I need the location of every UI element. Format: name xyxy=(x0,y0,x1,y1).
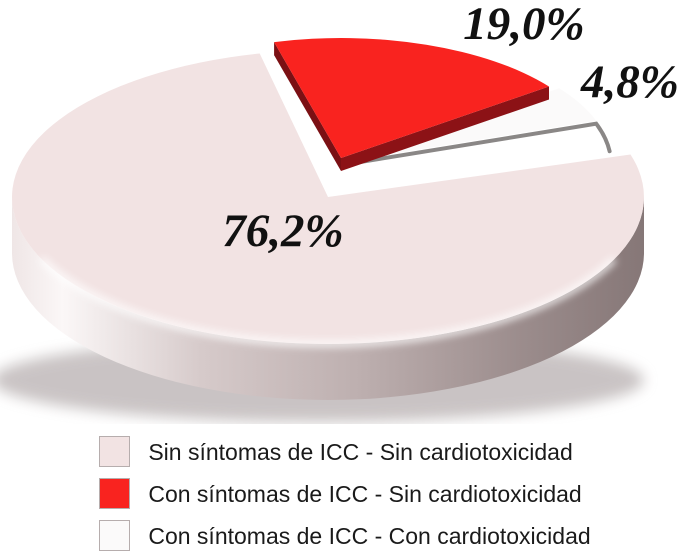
chart-legend: Sin síntomas de ICC - Sin cardiotoxicida… xyxy=(99,436,591,551)
legend-swatch-con-icc-con-cardio xyxy=(99,520,131,551)
white-slice-edge-shadow xyxy=(346,121,612,166)
slice-percent-label-0: 76,2% xyxy=(222,205,343,257)
legend-label-con-icc-sin-cardio: Con síntomas de ICC - Sin cardiotoxicida… xyxy=(148,480,582,507)
rim-highlight xyxy=(39,256,617,348)
pie-chart: 76,2% 19,0% 4,8% xyxy=(0,0,679,422)
red-slice-left-wall xyxy=(274,42,341,171)
legend-label-sin-icc-sin-cardio: Sin síntomas de ICC - Sin cardiotoxicida… xyxy=(148,438,573,465)
slice-con-icc-sin-cardio xyxy=(274,38,549,158)
slice-percent-label-2: 4,8% xyxy=(580,56,679,108)
slice-percent-label-1: 19,0% xyxy=(463,0,584,50)
pie-side-rim xyxy=(12,197,644,400)
legend-item: Sin síntomas de ICC - Sin cardiotoxicida… xyxy=(99,436,573,467)
legend-swatch-sin-icc-sin-cardio xyxy=(99,436,131,467)
legend-item: Con síntomas de ICC - Sin cardiotoxicida… xyxy=(99,478,582,509)
slice-sin-icc-sin-cardio xyxy=(12,53,644,344)
legend-item: Con síntomas de ICC - Con cardiotoxicida… xyxy=(99,520,591,551)
red-slice-right-wall xyxy=(341,86,549,171)
legend-swatch-con-icc-sin-cardio xyxy=(99,478,131,509)
legend-label-con-icc-con-cardio: Con síntomas de ICC - Con cardiotoxicida… xyxy=(148,522,591,549)
